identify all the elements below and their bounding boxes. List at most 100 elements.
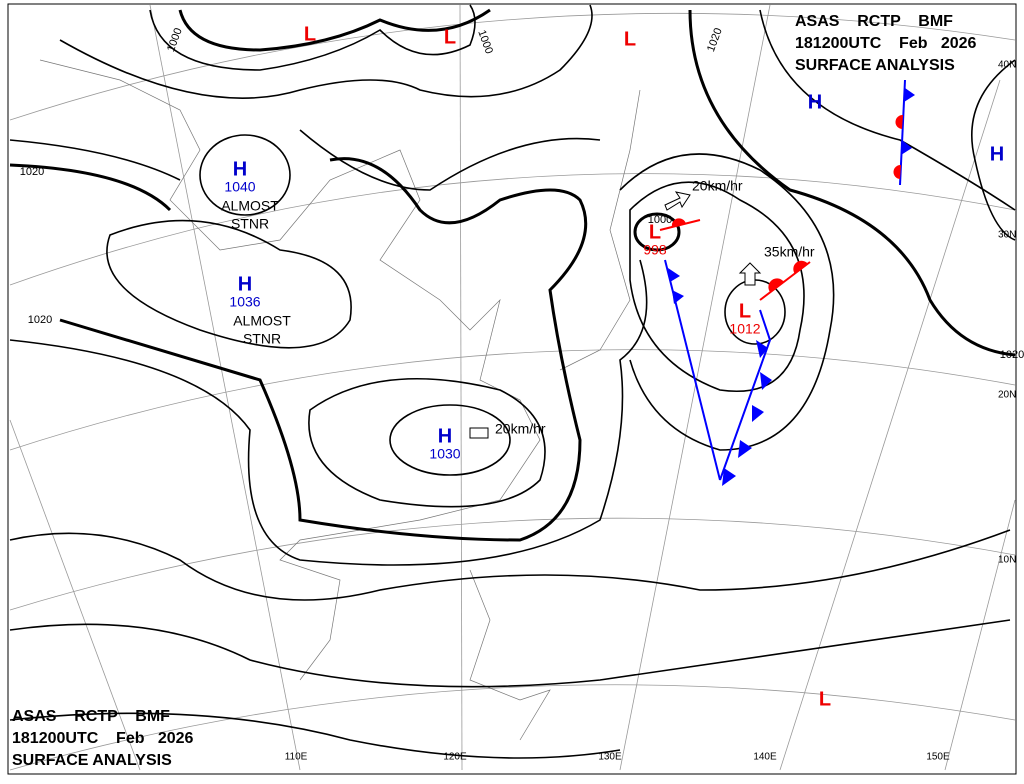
map-frame [7, 3, 1017, 775]
header-line: ASAS RCTP BMF [12, 708, 170, 725]
graticule [9, 4, 1016, 771]
meridian [619, 4, 771, 771]
center-pressure: 1030 [429, 446, 460, 462]
isobar [149, 4, 476, 71]
center-symbol: L [304, 23, 316, 45]
isobar [629, 181, 805, 392]
front-symbol [760, 372, 772, 390]
isobar-label: 1000 [648, 214, 672, 226]
stationary-front [899, 79, 906, 186]
coastline [39, 59, 541, 681]
front-symbol [768, 278, 784, 292]
front-symbol [904, 88, 915, 102]
cold-front [719, 309, 772, 481]
front-symbol [671, 218, 686, 227]
center-symbol: H [238, 273, 252, 295]
latitude-label: 10N [998, 555, 1016, 566]
front-symbol [722, 468, 736, 486]
front-symbol [901, 140, 912, 155]
meridian [779, 79, 1001, 771]
isobar [759, 9, 1016, 211]
meridian [149, 4, 301, 771]
center-symbol: L [819, 688, 831, 710]
center-symbol: L [649, 221, 661, 243]
front-symbol [893, 164, 901, 179]
front-symbol [672, 290, 684, 304]
center-pressure: 1036 [229, 294, 260, 310]
parallel [9, 517, 1016, 611]
isobars [9, 4, 1016, 759]
meridian [9, 419, 141, 771]
parallel [9, 684, 1016, 771]
center-symbol: H [438, 425, 452, 447]
isobar [9, 712, 621, 759]
header-line: ASAS RCTP BMF [795, 13, 953, 30]
isobar-label: 1020 [28, 314, 52, 326]
note: STNR [243, 331, 281, 347]
coastline [559, 89, 641, 371]
note: STNR [231, 216, 269, 232]
front-symbol [756, 340, 768, 358]
longitude-label: 150E [926, 752, 950, 763]
center-symbol: H [990, 143, 1004, 165]
center-pressure: 1012 [729, 321, 760, 337]
header-line: 181200UTC Feb 2026 [795, 35, 977, 52]
coastlines [39, 59, 641, 741]
note: ALMOST [233, 313, 291, 329]
center-pressure: 1040 [224, 179, 255, 195]
parallel [9, 349, 1016, 451]
parallel [9, 12, 1016, 121]
isobar [389, 404, 511, 476]
latitude-label: 40N [998, 60, 1016, 71]
header-line: SURFACE ANALYSIS [12, 752, 172, 769]
latitude-label: 30N [998, 230, 1016, 241]
center-symbol: L [444, 26, 456, 48]
isobar [9, 619, 1011, 688]
header-line: SURFACE ANALYSIS [795, 57, 955, 74]
center-symbol: L [739, 300, 751, 322]
front-symbol [738, 440, 752, 458]
motion-arrow [664, 191, 691, 211]
motion-arrow [738, 262, 762, 286]
labels: ASAS RCTP BMF 181200UTC Feb 2026 SURFACE A… [12, 13, 1024, 769]
front-symbol [668, 268, 680, 282]
note: ALMOST [221, 198, 279, 214]
isobar [9, 157, 588, 542]
isobar [59, 4, 593, 99]
isobar [619, 153, 835, 451]
center-symbol: L [624, 28, 636, 50]
center-pressure: 998 [643, 242, 667, 258]
motion-label: 20km/hr [495, 421, 546, 437]
motion-arrow [469, 427, 489, 439]
center-symbol: H [233, 158, 247, 180]
isobar [9, 129, 601, 191]
parallel [9, 173, 1016, 286]
longitude-label: 140E [753, 752, 777, 763]
meridian [944, 499, 1016, 771]
longitude-label: 130E [598, 752, 622, 763]
isobar [199, 134, 291, 216]
isobar [971, 59, 1016, 241]
isobar [688, 9, 1016, 357]
isobar [9, 259, 648, 566]
longitude-label: 110E [285, 752, 308, 763]
motion-arrows [469, 191, 762, 439]
isobar-label: 1020 [1000, 349, 1024, 361]
isobar [178, 8, 491, 52]
isobar-label: 1020 [20, 166, 44, 178]
front-symbol [895, 114, 903, 129]
coastline [469, 569, 551, 741]
latitude-label: 20N [998, 390, 1016, 401]
header-line: 181200UTC Feb 2026 [12, 730, 194, 747]
isobar [633, 212, 681, 252]
fronts [659, 79, 915, 486]
front-symbol [752, 405, 764, 422]
motion-label: 35km/hr [764, 244, 815, 260]
isobar [308, 378, 546, 508]
longitude-label: 120E [443, 752, 467, 763]
front-symbol [793, 260, 808, 274]
motion-label: 20km/hr [692, 178, 743, 194]
meridian [459, 4, 463, 771]
